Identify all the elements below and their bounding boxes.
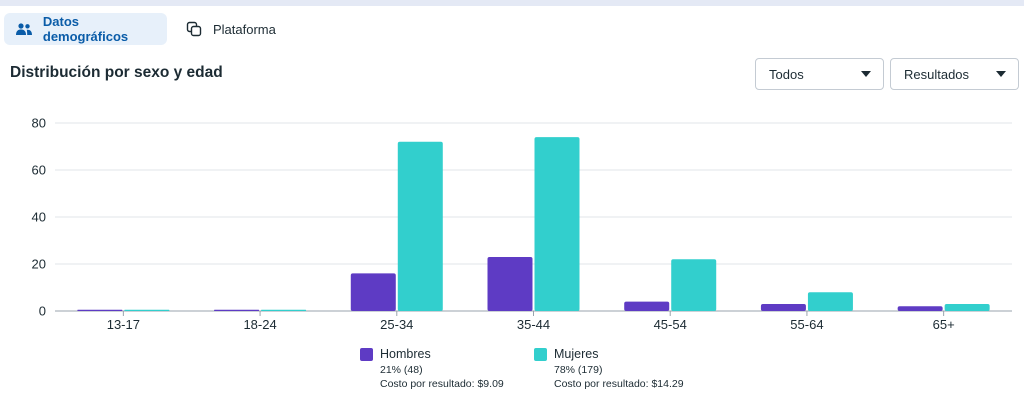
x-tick-label: 55-64 xyxy=(790,317,823,332)
x-tick-label: 45-54 xyxy=(654,317,687,332)
bar-mujeres-65+ xyxy=(944,303,990,311)
top-bar xyxy=(0,0,1024,6)
bar-hombres-25-34 xyxy=(350,273,396,311)
bar-mujeres-45-54 xyxy=(671,259,717,311)
bar-hombres-35-44 xyxy=(487,256,533,311)
bar-hombres-55-64 xyxy=(760,303,806,311)
metric-dropdown-value: Resultados xyxy=(904,66,970,82)
metric-dropdown[interactable]: Resultados xyxy=(890,58,1019,90)
bar-mujeres-13-17 xyxy=(124,309,170,311)
legend-cost: Costo por resultado: $9.09 xyxy=(380,378,504,390)
bar-hombres-18-24 xyxy=(214,309,260,311)
audience-dropdown-value: Todos xyxy=(769,66,804,82)
x-tick-label: 18-24 xyxy=(243,317,276,332)
legend-name: Mujeres xyxy=(554,347,599,361)
caret-down-icon xyxy=(996,71,1006,77)
legend-share: 78% (179) xyxy=(554,364,603,376)
x-tick-label: 35-44 xyxy=(517,317,550,332)
legend-swatch-mujeres xyxy=(534,348,547,361)
y-tick-label: 20 xyxy=(32,257,46,272)
tab-platform-label: Plataforma xyxy=(213,21,276,37)
y-tick-label: 40 xyxy=(32,210,46,225)
bar-hombres-13-17 xyxy=(77,309,123,311)
legend-share: 21% (48) xyxy=(380,364,423,376)
audience-dropdown[interactable]: Todos xyxy=(755,58,884,90)
x-tick-label: 25-34 xyxy=(380,317,413,332)
tab-demographics-label: Datos demográficos xyxy=(42,14,129,44)
bar-mujeres-18-24 xyxy=(261,309,307,311)
y-tick-label: 80 xyxy=(32,116,46,131)
x-tick-label: 13-17 xyxy=(107,317,140,332)
y-tick-label: 0 xyxy=(39,304,46,319)
caret-down-icon xyxy=(861,71,871,77)
tab-platform[interactable]: Plataforma xyxy=(176,13,296,45)
bar-mujeres-25-34 xyxy=(397,141,443,311)
chart-title: Distribución por sexo y edad xyxy=(10,64,223,81)
legend-cost: Costo por resultado: $14.29 xyxy=(554,378,684,390)
legend-name: Hombres xyxy=(380,347,431,361)
x-tick-label: 65+ xyxy=(933,317,955,332)
people-icon xyxy=(15,21,33,37)
bar-mujeres-55-64 xyxy=(807,292,853,311)
bar-chart: 0 20 40 60 80 13-17 18-24 25-34 35-44 45-54 55-64 6… xyxy=(32,116,1012,332)
legend-swatch-hombres xyxy=(360,348,373,361)
bar-hombres-45-54 xyxy=(624,301,670,311)
bar-mujeres-35-44 xyxy=(534,137,580,311)
bar-hombres-65+ xyxy=(897,306,943,311)
copy-icon xyxy=(185,21,203,37)
tab-demographics[interactable]: Datos demográficos xyxy=(4,13,167,45)
y-tick-label: 60 xyxy=(32,163,46,178)
